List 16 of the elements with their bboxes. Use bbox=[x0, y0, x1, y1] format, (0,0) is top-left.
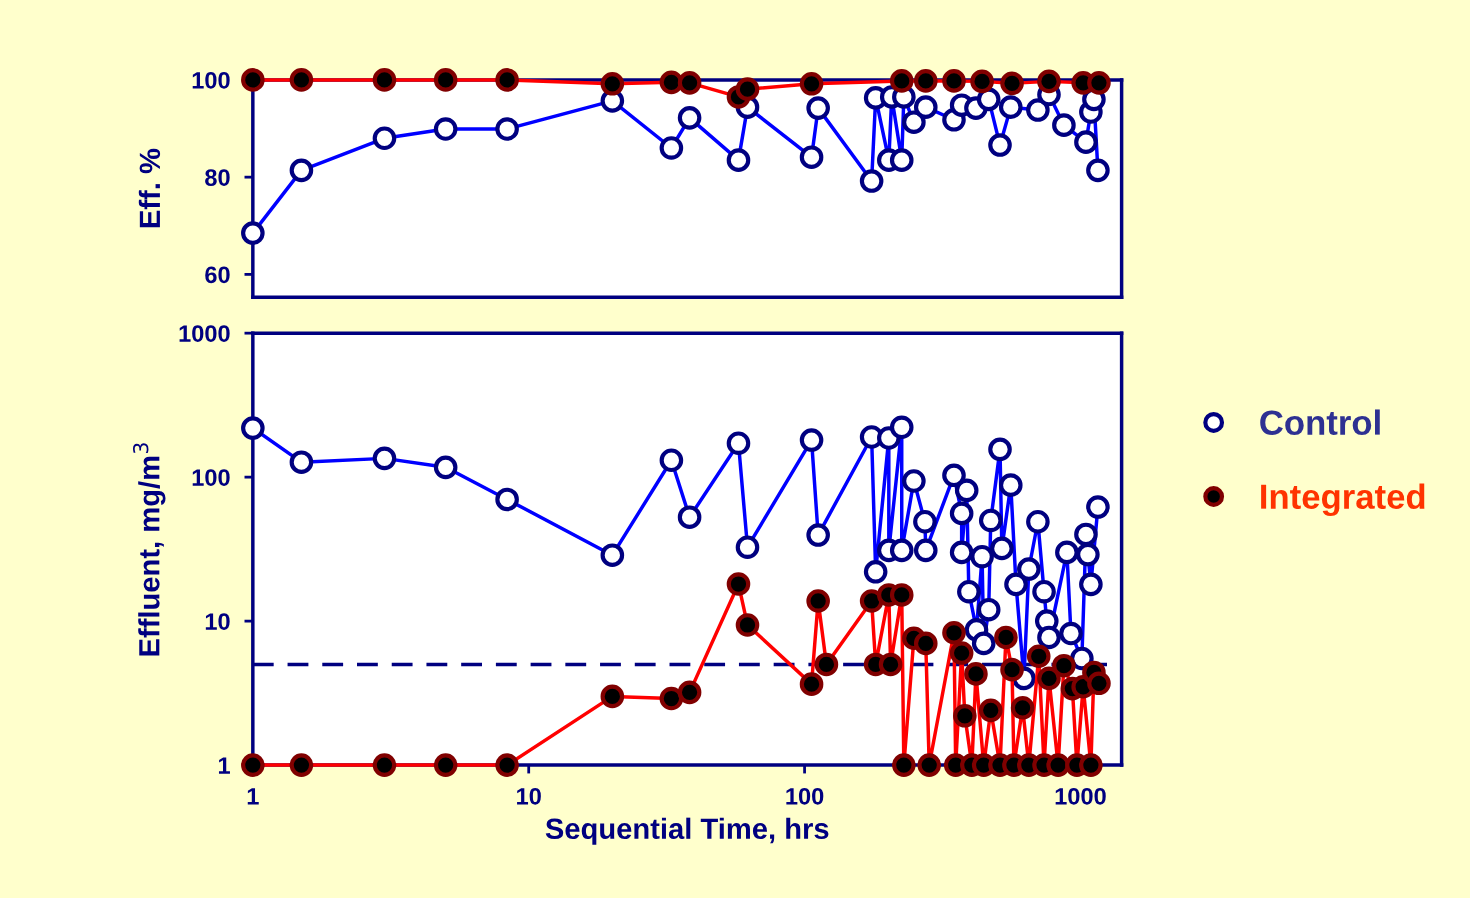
x-tick-label: 100 bbox=[786, 787, 824, 805]
legend-label: Control bbox=[1260, 409, 1380, 435]
x-tick-label: 1 bbox=[247, 788, 259, 805]
x-axis-title: Sequential Time, hrs bbox=[545, 817, 829, 845]
y-tick-label: 1000 bbox=[179, 325, 230, 342]
x-tick-label: 1000 bbox=[1055, 787, 1106, 805]
x-tick-label: 10 bbox=[517, 787, 541, 805]
y-tick-label: 80 bbox=[205, 169, 230, 186]
y-tick-label: 100 bbox=[192, 71, 230, 89]
y-tick-label: 60 bbox=[205, 266, 230, 284]
y-tick-label: 10 bbox=[205, 613, 230, 630]
legend-label: Integrated bbox=[1261, 483, 1425, 517]
y-tick-label: 1 bbox=[218, 757, 230, 774]
y-tick-label: 100 bbox=[192, 469, 230, 486]
y-axis-title: Effluent, mg/m$^{3}$ bbox=[133, 443, 166, 656]
y-axis-title: Eff. % bbox=[138, 148, 161, 228]
